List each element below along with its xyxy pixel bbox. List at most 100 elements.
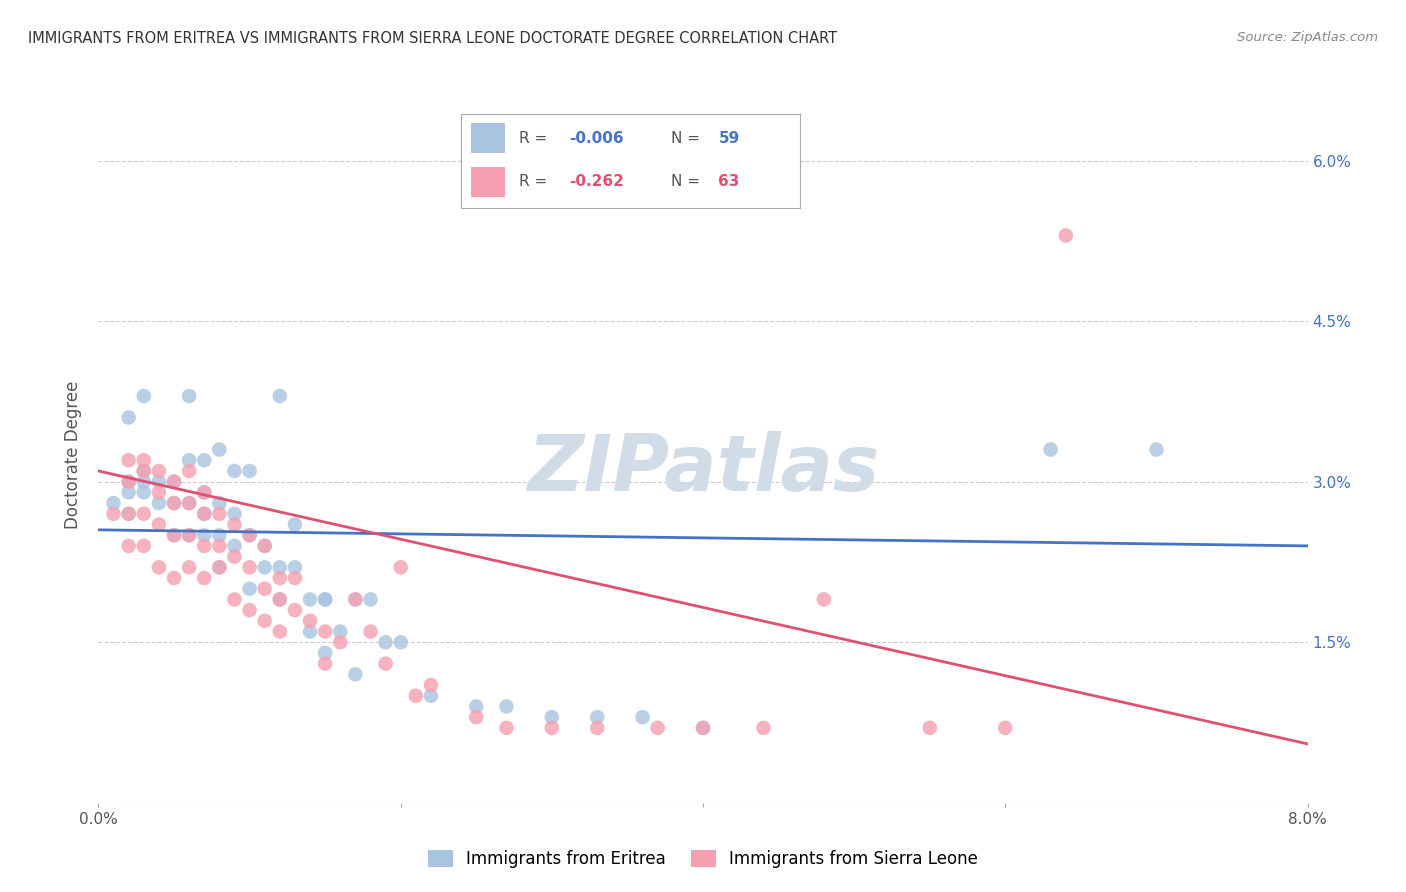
Point [299,592,322,607]
Point [1039,442,1062,457]
Point [118,453,141,467]
Point [118,507,141,521]
Point [179,464,201,478]
Point [420,689,443,703]
Point [253,539,276,553]
Point [299,614,322,628]
Point [239,582,262,596]
Point [118,507,141,521]
Point [208,528,231,542]
Point [541,710,564,724]
Point [179,389,201,403]
Point [224,464,246,478]
Point [132,507,155,521]
Point [193,507,215,521]
Point [179,453,201,467]
Point [208,539,231,553]
Point [344,592,367,607]
Point [193,571,215,585]
Point [465,710,488,724]
Text: ZIPatlas: ZIPatlas [527,431,879,507]
Point [586,710,609,724]
Point [314,646,336,660]
Point [269,571,291,585]
Y-axis label: Doctorate Degree: Doctorate Degree [65,381,83,529]
Point [253,539,276,553]
Point [163,571,186,585]
Point [344,667,367,681]
Point [193,485,215,500]
Point [994,721,1017,735]
Point [253,582,276,596]
Point [193,453,215,467]
Point [918,721,941,735]
Point [420,678,443,692]
Point [586,721,609,735]
Point [299,624,322,639]
Point [224,549,246,564]
Point [208,507,231,521]
Point [314,592,336,607]
Point [132,464,155,478]
Point [118,539,141,553]
Point [314,592,336,607]
Point [163,496,186,510]
Point [132,475,155,489]
Point [179,528,201,542]
Point [631,710,654,724]
Point [163,528,186,542]
Point [1146,442,1168,457]
Point [389,560,412,574]
Point [692,721,714,735]
Point [163,475,186,489]
Point [148,485,170,500]
Point [118,410,141,425]
Point [389,635,412,649]
Point [329,624,352,639]
Point [284,603,307,617]
Point [269,389,291,403]
Point [208,560,231,574]
Point [208,442,231,457]
Point [179,496,201,510]
Point [193,507,215,521]
Point [239,528,262,542]
Point [118,475,141,489]
Point [541,721,564,735]
Point [495,699,517,714]
Point [374,635,396,649]
Point [224,517,246,532]
Text: Source: ZipAtlas.com: Source: ZipAtlas.com [1237,31,1378,45]
Point [193,539,215,553]
Point [239,560,262,574]
Point [148,517,170,532]
Point [1054,228,1077,243]
Text: IMMIGRANTS FROM ERITREA VS IMMIGRANTS FROM SIERRA LEONE DOCTORATE DEGREE CORRELA: IMMIGRANTS FROM ERITREA VS IMMIGRANTS FR… [28,31,837,46]
Point [148,496,170,510]
Point [284,560,307,574]
Point [284,517,307,532]
Point [148,464,170,478]
Point [132,453,155,467]
Point [813,592,835,607]
Point [163,475,186,489]
Point [405,689,427,703]
Point [269,624,291,639]
Point [465,699,488,714]
Point [148,560,170,574]
Point [360,624,382,639]
Point [360,592,382,607]
Point [224,539,246,553]
Point [239,528,262,542]
Point [344,592,367,607]
Point [329,635,352,649]
Point [752,721,775,735]
Point [193,485,215,500]
Point [253,560,276,574]
Point [284,571,307,585]
Point [314,657,336,671]
Point [132,485,155,500]
Point [179,528,201,542]
Point [103,496,125,510]
Point [163,496,186,510]
